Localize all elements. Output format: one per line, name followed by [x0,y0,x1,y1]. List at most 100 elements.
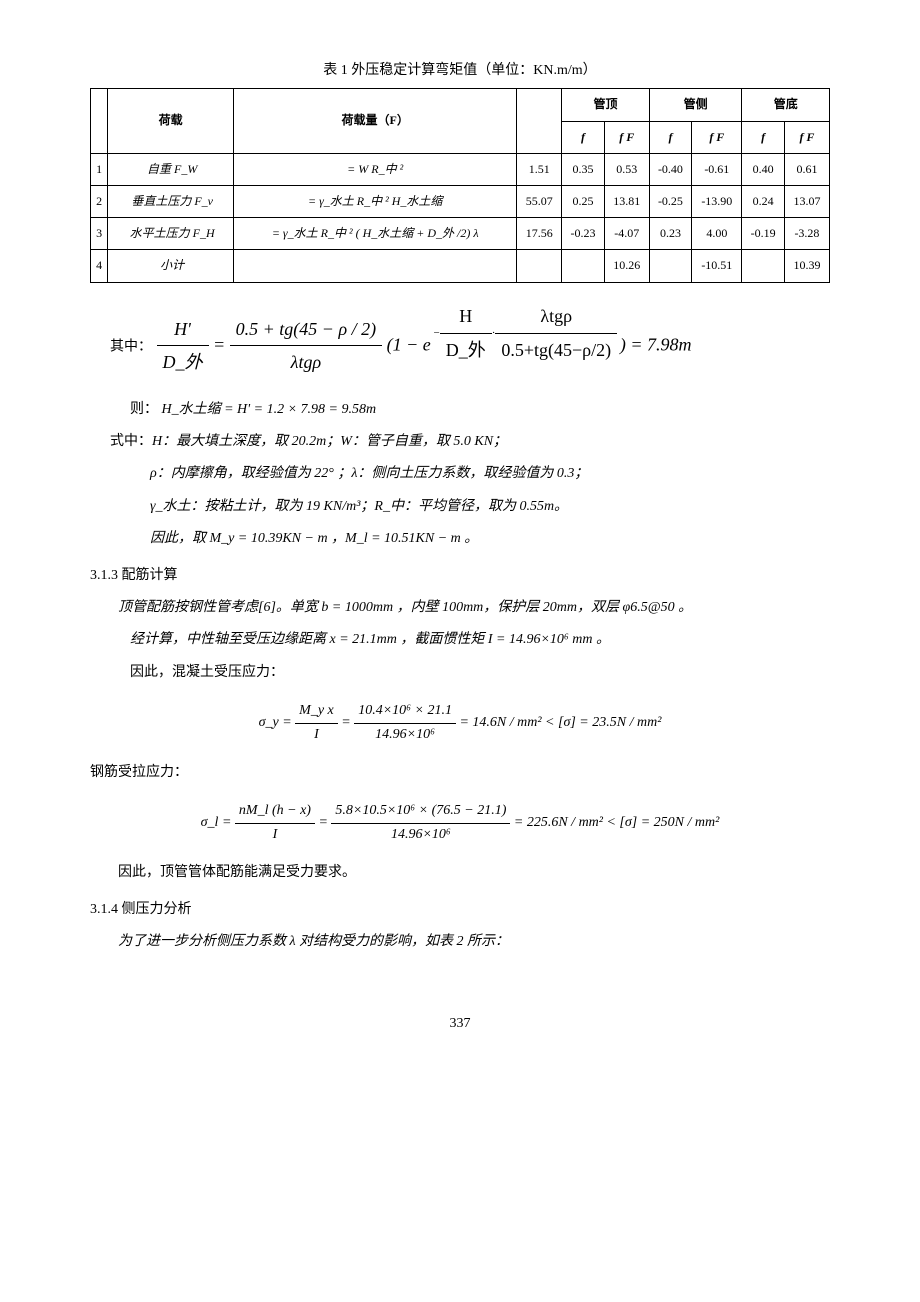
table-row: 3水平土压力 F_H= γ_水土 R_中 ² ( H_水土缩 + D_外 /2)… [91,218,830,250]
table-cell: 0.61 [784,153,829,185]
defs-line4: 因此，取 M_y = 10.39KN − m ，M_l = 10.51KN − … [150,528,830,550]
table-cell: 自重 F_W [108,153,234,185]
table-cell: = γ_水土 R_中 ² H_水土缩 [234,185,517,217]
sigy-eq: = [341,715,350,730]
equation-sigma-l: σ_l = nM_l (h − x)I = 5.8×10.5×10⁶ × (76… [90,800,830,846]
table-cell: 水平土压力 F_H [108,218,234,250]
sigy-f2n: 10.4×10⁶ × 21.1 [354,700,456,723]
col-fF1: f F [604,121,649,153]
table-cell: 1 [91,153,108,185]
table-cell: = W R_中 ² [234,153,517,185]
table-cell: 垂直土压力 F_v [108,185,234,217]
eq1-rhs1-num: 0.5 + tg(45 − ρ / 2) [236,319,376,339]
heading-313: 3.1.3 配筋计算 [90,565,830,587]
table-cell: -13.90 [692,185,742,217]
sigl-lhs: σ_l = [201,816,232,831]
table-cell: -0.19 [742,218,784,250]
eq1-prefix: 其中： [110,339,152,354]
table-cell: 0.35 [562,153,604,185]
col-group-bottom: 管底 [742,89,830,121]
table-cell: 10.26 [604,250,649,282]
eq2-prefix: 则： [130,402,158,417]
sigy-f1n: M_y x [295,700,338,723]
table-cell: 0.24 [742,185,784,217]
sigl-f1d: I [235,824,315,846]
table-cell: 55.07 [517,185,562,217]
col-load-amount: 荷载量（F） [234,89,517,153]
table-cell [234,250,517,282]
defs-line1-pre: 式中： [110,434,152,449]
table-cell: 4 [91,250,108,282]
table-cell: -0.61 [692,153,742,185]
sec313-p3: 因此，混凝土受压应力： [130,662,830,684]
table-cell: 10.39 [784,250,829,282]
sigl-rhs: = 225.6N / mm² < [σ] = 250N / mm² [514,816,719,831]
col-f1: f [562,121,604,153]
table-cell [562,250,604,282]
col-F [517,89,562,153]
eq1-middle: (1 − e [387,334,431,354]
sec314-p1: 为了进一步分析侧压力系数 λ 对结构受力的影响，如表 2 所示： [90,931,830,953]
page-number: 337 [90,1013,830,1035]
table-cell: 4.00 [692,218,742,250]
table-cell: 0.25 [562,185,604,217]
defs-line2: ρ：内摩擦角，取经验值为 22° ；λ：侧向土压力系数，取经验值为 0.3； [150,463,830,485]
col-load: 荷载 [108,89,234,153]
table-cell: 3 [91,218,108,250]
col-group-top: 管顶 [562,89,649,121]
sigl-f1n: nM_l (h − x) [235,800,315,823]
eq1-lhs-den: D_外 [163,352,203,372]
table-cell: 0.40 [742,153,784,185]
table-cell: 17.56 [517,218,562,250]
sigy-f1d: I [295,724,338,746]
table-cell: 小计 [108,250,234,282]
col-fF3: f F [784,121,829,153]
table-cell [742,250,784,282]
defs-line1: 式中：H：最大填土深度，取 20.2m；W：管子自重，取 5.0 KN； [110,431,830,453]
table-cell: = γ_水土 R_中 ² ( H_水土缩 + D_外 /2) λ [234,218,517,250]
sigl-f2d: 14.96×10⁶ [331,824,510,846]
equation-hprime: 其中： H' D_外 = 0.5 + tg(45 − ρ / 2) λtgρ (… [110,313,830,381]
eq1-exp-den: D_外 [440,334,492,367]
table-cell: -0.23 [562,218,604,250]
table-cell: 13.81 [604,185,649,217]
sec313-p2: 经计算，中性轴至受压边缘距离 x = 21.1mm ，截面惯性矩 I = 14.… [130,629,830,651]
col-fF2: f F [692,121,742,153]
eq2-body: H_水土缩 = H' = 1.2 × 7.98 = 9.58m [162,402,377,417]
defs-line3: γ_水土：按粘土计，取为 19 KN/m³；R_中：平均管径，取为 0.55m。 [150,496,830,518]
col-group-side: 管侧 [649,89,742,121]
eq1-rhs1-den: λtgρ [291,352,321,372]
sec313-p5: 因此，顶管管体配筋能满足受力要求。 [90,862,830,884]
table-body: 1自重 F_W= W R_中 ²1.510.350.53-0.40-0.610.… [91,153,830,282]
eq1-lhs-num: H' [174,319,191,339]
table-cell: -3.28 [784,218,829,250]
equation-hshrink: 则： H_水土缩 = H' = 1.2 × 7.98 = 9.58m [130,399,830,421]
sec313-p4: 钢筋受拉应力： [90,762,830,784]
sigy-lhs: σ_y = [259,715,292,730]
eq1-exp-rhs-num: λtgρ [495,300,617,334]
col-f3: f [742,121,784,153]
eq1-exp-num: H [440,300,492,334]
table-caption: 表 1 外压稳定计算弯矩值（单位：KN.m/m） [90,60,830,82]
table-cell [649,250,691,282]
sigy-rhs: = 14.6N / mm² < [σ] = 23.5N / mm² [459,715,661,730]
table-row: 2垂直土压力 F_v= γ_水土 R_中 ² H_水土缩55.070.2513.… [91,185,830,217]
table-cell [517,250,562,282]
defs-line1-body: H：最大填土深度，取 20.2m；W：管子自重，取 5.0 KN； [152,434,507,449]
table-cell: 2 [91,185,108,217]
col-load-amount-text: 荷载量（F） [342,113,409,127]
table-cell: 0.53 [604,153,649,185]
table-cell: -0.40 [649,153,691,185]
table-cell: 1.51 [517,153,562,185]
table-row: 4小计10.26-10.5110.39 [91,250,830,282]
heading-314: 3.1.4 侧压力分析 [90,899,830,921]
col-index [91,89,108,153]
sec313-p1: 顶管配筋按钢性管考虑[6]。单宽 b = 1000mm ，内壁 100mm，保护… [90,597,830,619]
eq1-end: ) = 7.98m [620,334,692,354]
sigl-f2n: 5.8×10.5×10⁶ × (76.5 − 21.1) [331,800,510,823]
moment-table: 荷载 荷载量（F） 管顶 管侧 管底 f f F f f F f f F 1自重… [90,88,830,282]
table-cell: -4.07 [604,218,649,250]
sigy-f2d: 14.96×10⁶ [354,724,456,746]
table-cell: 0.23 [649,218,691,250]
equation-sigma-y: σ_y = M_y xI = 10.4×10⁶ × 21.114.96×10⁶ … [90,700,830,746]
